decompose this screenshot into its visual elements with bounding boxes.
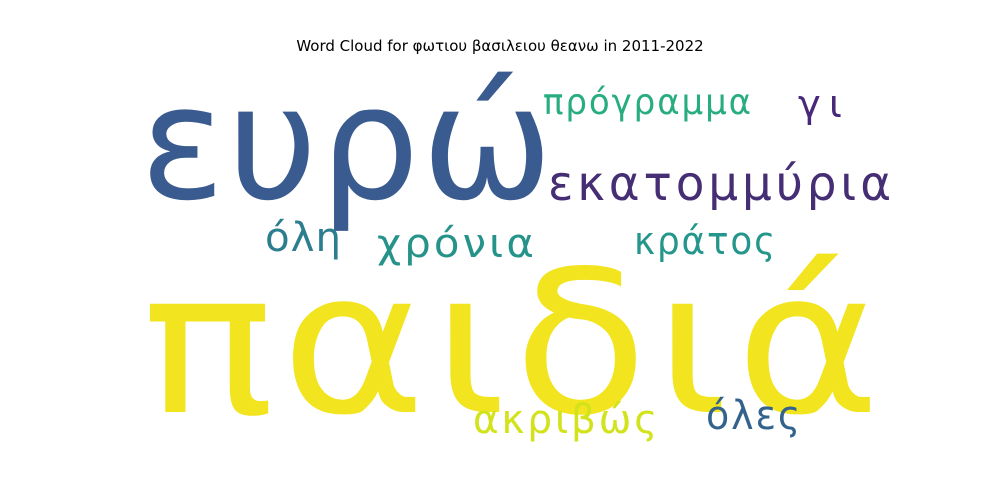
word-cloud-word: γι bbox=[798, 82, 850, 126]
word-cloud-word: όλη bbox=[265, 215, 342, 261]
word-cloud-word: παιδιά bbox=[142, 228, 887, 459]
word-cloud-word: χρόνια bbox=[377, 221, 537, 267]
word-cloud-word: πρόγραμμα bbox=[543, 82, 753, 123]
word-cloud-word: ευρώ bbox=[140, 52, 555, 236]
word-cloud-word: εκατομμύρια bbox=[548, 156, 895, 212]
chart-title: Word Cloud for φωτιου βασιλειου θεανω in… bbox=[296, 37, 704, 55]
word-cloud-word: κράτος bbox=[634, 219, 777, 263]
word-cloud-word: όλες bbox=[706, 393, 802, 439]
word-cloud-word: ακριβώς bbox=[473, 397, 660, 443]
